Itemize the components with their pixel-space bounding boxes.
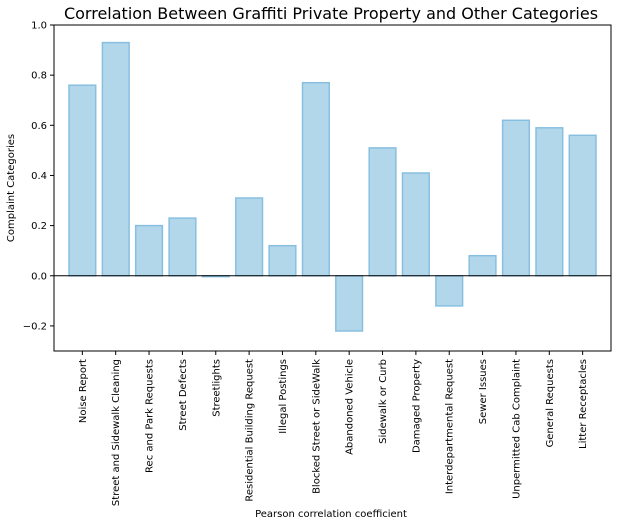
plot-frame (53, 24, 612, 352)
y-tick-label: 0.0 (31, 271, 47, 282)
y-tick-label: 0.2 (31, 221, 47, 232)
bar (535, 127, 564, 277)
y-tick-label: 0.6 (31, 121, 47, 132)
x-axis-label: Pearson correlation coefficient (255, 509, 407, 520)
x-tick-label: Damaged Property (411, 359, 422, 453)
bar (68, 84, 97, 277)
bar (301, 81, 330, 277)
bars (68, 41, 597, 332)
x-axis: Noise Report Street and Sidewalk Cleaning… (78, 351, 589, 506)
bar (435, 275, 464, 307)
y-tick-label: 0.8 (31, 71, 47, 82)
x-tick-label: Street Defects (178, 359, 189, 431)
bar (335, 275, 364, 332)
x-tick-label: Blocked Street or SideWalk (311, 359, 322, 494)
bar (401, 172, 430, 277)
x-tick-label: Rec and Park Requests (145, 359, 156, 473)
x-tick-label: Noise Report (78, 359, 89, 423)
x-tick-label: General Requests (545, 359, 556, 447)
chart-title: Correlation Between Graffiti Private Pro… (64, 4, 598, 23)
x-tick-label: Litter Receptacles (578, 359, 589, 449)
x-tick-label: Interdepartmental Request (445, 359, 456, 494)
bar (568, 134, 597, 277)
bar (468, 254, 497, 277)
y-axis-label: Complaint Categories (6, 134, 17, 242)
bar (134, 224, 164, 277)
y-axis: −0.2 0.0 0.2 0.4 0.6 0.8 1.0 (23, 21, 54, 332)
y-tick-label: −0.2 (23, 321, 47, 332)
x-tick-label: Street and Sidewalk Cleaning (111, 359, 122, 506)
x-tick-label: Sewer Issues (478, 359, 489, 424)
bar (268, 244, 297, 277)
x-tick-label: Abandoned Vehicle (345, 359, 356, 455)
y-tick-label: 1.0 (31, 21, 47, 32)
bar (168, 217, 197, 277)
bar (368, 147, 397, 277)
x-tick-label: Unpermitted Cab Complaint (511, 359, 522, 499)
x-tick-label: Illegal Postings (278, 359, 289, 434)
bar (501, 119, 531, 277)
x-tick-label: Sidewalk or Curb (378, 359, 389, 444)
y-tick-label: 0.4 (31, 171, 47, 182)
x-tick-label: Residential Building Request (245, 359, 256, 502)
x-tick-label: Streetlights (211, 359, 222, 417)
bar (101, 41, 130, 277)
bar (235, 197, 264, 277)
